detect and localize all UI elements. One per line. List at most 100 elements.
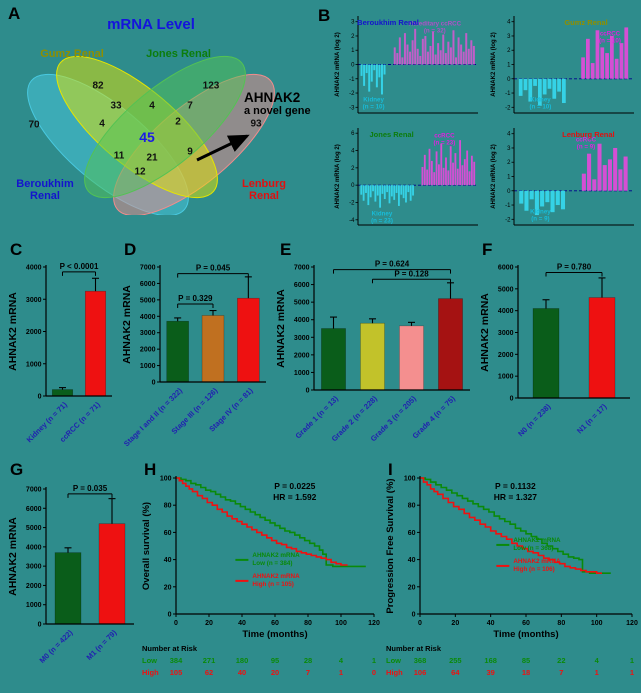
svg-text:-1: -1 — [349, 77, 355, 83]
svg-text:AHNAK2 mRNA: AHNAK2 mRNA — [7, 292, 19, 371]
svg-text:20: 20 — [271, 668, 279, 677]
svg-text:P = 0.035: P = 0.035 — [73, 484, 108, 493]
svg-text:0: 0 — [306, 388, 310, 395]
novel-gene-subtitle: a novel gene — [244, 105, 311, 117]
lenburg-renal-chart: AHNAK2 mRNA (log 2) -2 -1 0 1 2 3 4 Kidney (n = 9… — [488, 124, 636, 230]
svg-text:0: 0 — [351, 63, 355, 69]
svg-text:6000: 6000 — [26, 506, 42, 513]
svg-text:100: 100 — [160, 476, 172, 483]
venn-count-center-top: 4 — [149, 100, 155, 112]
svg-text:20: 20 — [408, 584, 416, 591]
jones-renal-chart: AHNAK2 mRNA (log 2) -4 -2 0 2 4 6 Kidney (n = 23… — [332, 124, 480, 230]
svg-text:Kidney: Kidney — [530, 208, 551, 215]
svg-text:-3: -3 — [349, 105, 355, 111]
svg-text:120: 120 — [626, 620, 638, 627]
svg-text:-1: -1 — [505, 203, 511, 209]
svg-text:-1: -1 — [505, 91, 511, 97]
novel-gene-name: AHNAK2 — [244, 90, 301, 105]
svg-text:(n = 10): (n = 10) — [363, 103, 385, 110]
svg-text:60: 60 — [271, 620, 279, 627]
svg-text:0: 0 — [372, 668, 376, 677]
svg-text:Kidney: Kidney — [530, 96, 551, 103]
svg-text:High: High — [142, 668, 159, 677]
svg-text:-2: -2 — [349, 200, 355, 206]
svg-text:2: 2 — [351, 34, 355, 40]
svg-text:P = 0.780: P = 0.780 — [557, 262, 592, 271]
svg-text:(n = 9): (n = 9) — [531, 215, 549, 222]
svg-text:18: 18 — [522, 668, 530, 677]
svg-text:6000: 6000 — [140, 281, 156, 288]
venn-set-label-lenburg: Lenburg Renal — [242, 178, 286, 202]
svg-text:Low (n = 384): Low (n = 384) — [252, 560, 292, 567]
svg-text:ccRCC: ccRCC — [600, 30, 621, 37]
svg-text:-4: -4 — [349, 218, 355, 224]
venn-count-bottom: 12 — [134, 166, 146, 178]
kidney-vs-ccrcc-chart: Kidney (n = 71) ccRCC (n = 71) 0 1000 2000 30… — [6, 252, 118, 457]
svg-text:1: 1 — [595, 668, 599, 677]
svg-text:4000: 4000 — [140, 314, 156, 321]
svg-text:80: 80 — [164, 503, 172, 510]
svg-text:P = 0.128: P = 0.128 — [394, 269, 429, 278]
venn-count-beroukhim-gumz: 4 — [99, 118, 105, 130]
svg-text:Kidney: Kidney — [372, 210, 393, 217]
svg-text:AHNAK2 mRNA (log 2): AHNAK2 mRNA (log 2) — [491, 32, 497, 96]
svg-text:168: 168 — [484, 656, 497, 665]
venn-title: mRNA Level — [107, 16, 195, 33]
svg-text:1: 1 — [372, 656, 376, 665]
svg-text:2: 2 — [507, 48, 511, 54]
panel-h-label: H — [144, 460, 157, 479]
svg-text:106: 106 — [414, 668, 427, 677]
svg-text:0: 0 — [507, 189, 511, 195]
svg-text:AHNAK2 mRNA (log 2): AHNAK2 mRNA (log 2) — [335, 32, 341, 96]
svg-text:(n = 9): (n = 9) — [577, 144, 595, 151]
svg-text:4: 4 — [507, 20, 511, 26]
panel-d-label: D — [124, 240, 137, 259]
svg-text:80: 80 — [408, 503, 416, 510]
svg-text:Number at Risk: Number at Risk — [386, 644, 442, 653]
svg-text:1000: 1000 — [140, 363, 156, 370]
svg-text:0: 0 — [351, 183, 355, 189]
svg-text:Progression Free Survival (%): Progression Free Survival (%) — [385, 478, 396, 613]
svg-text:0: 0 — [507, 77, 511, 83]
svg-text:39: 39 — [486, 668, 494, 677]
svg-text:AHNAK2 mRNA: AHNAK2 mRNA — [7, 517, 19, 596]
svg-text:AHNAK2 mRNA: AHNAK2 mRNA — [252, 573, 300, 580]
svg-text:4: 4 — [339, 656, 344, 665]
svg-text:High (n = 105): High (n = 105) — [252, 581, 293, 588]
svg-text:3: 3 — [351, 20, 355, 26]
venn-count-all-four: 45 — [139, 129, 155, 145]
svg-text:AHNAK2 mRNA (log 2): AHNAK2 mRNA (log 2) — [335, 144, 341, 208]
svg-text:20: 20 — [164, 584, 172, 591]
svg-text:60: 60 — [164, 530, 172, 537]
svg-text:AHNAK2 mRNA: AHNAK2 mRNA — [513, 537, 561, 544]
stage-chart: Stage I and II (n = 322) Stage III (n = 1… — [120, 252, 272, 457]
svg-text:0: 0 — [510, 396, 514, 403]
svg-text:3: 3 — [507, 34, 511, 40]
svg-text:0: 0 — [38, 394, 42, 401]
svg-text:0: 0 — [168, 612, 172, 619]
svg-text:(n = 10): (n = 10) — [599, 37, 621, 44]
svg-text:1: 1 — [507, 63, 511, 69]
svg-text:ccRCC: ccRCC — [434, 133, 455, 140]
svg-text:P = 0.045: P = 0.045 — [196, 264, 231, 273]
svg-text:120: 120 — [368, 620, 380, 627]
svg-text:20: 20 — [205, 620, 213, 627]
svg-text:P = 0.0225: P = 0.0225 — [274, 481, 315, 491]
svg-text:0: 0 — [412, 612, 416, 619]
svg-text:2000: 2000 — [498, 352, 514, 359]
svg-text:1000: 1000 — [26, 361, 42, 368]
svg-text:3: 3 — [507, 146, 511, 152]
svg-text:100: 100 — [404, 476, 416, 483]
svg-text:6: 6 — [351, 131, 355, 137]
svg-text:0: 0 — [418, 620, 422, 627]
svg-text:80: 80 — [557, 620, 565, 627]
panel-a: mRNA Level Gumz Renal Jones Renal Berouk… — [6, 4, 338, 236]
svg-text:5000: 5000 — [498, 286, 514, 293]
svg-text:4000: 4000 — [498, 308, 514, 315]
svg-text:0: 0 — [152, 380, 156, 387]
svg-text:40: 40 — [238, 668, 246, 677]
svg-text:1: 1 — [630, 668, 634, 677]
svg-text:4: 4 — [507, 132, 511, 138]
svg-text:271: 271 — [203, 656, 216, 665]
svg-text:1: 1 — [630, 656, 634, 665]
